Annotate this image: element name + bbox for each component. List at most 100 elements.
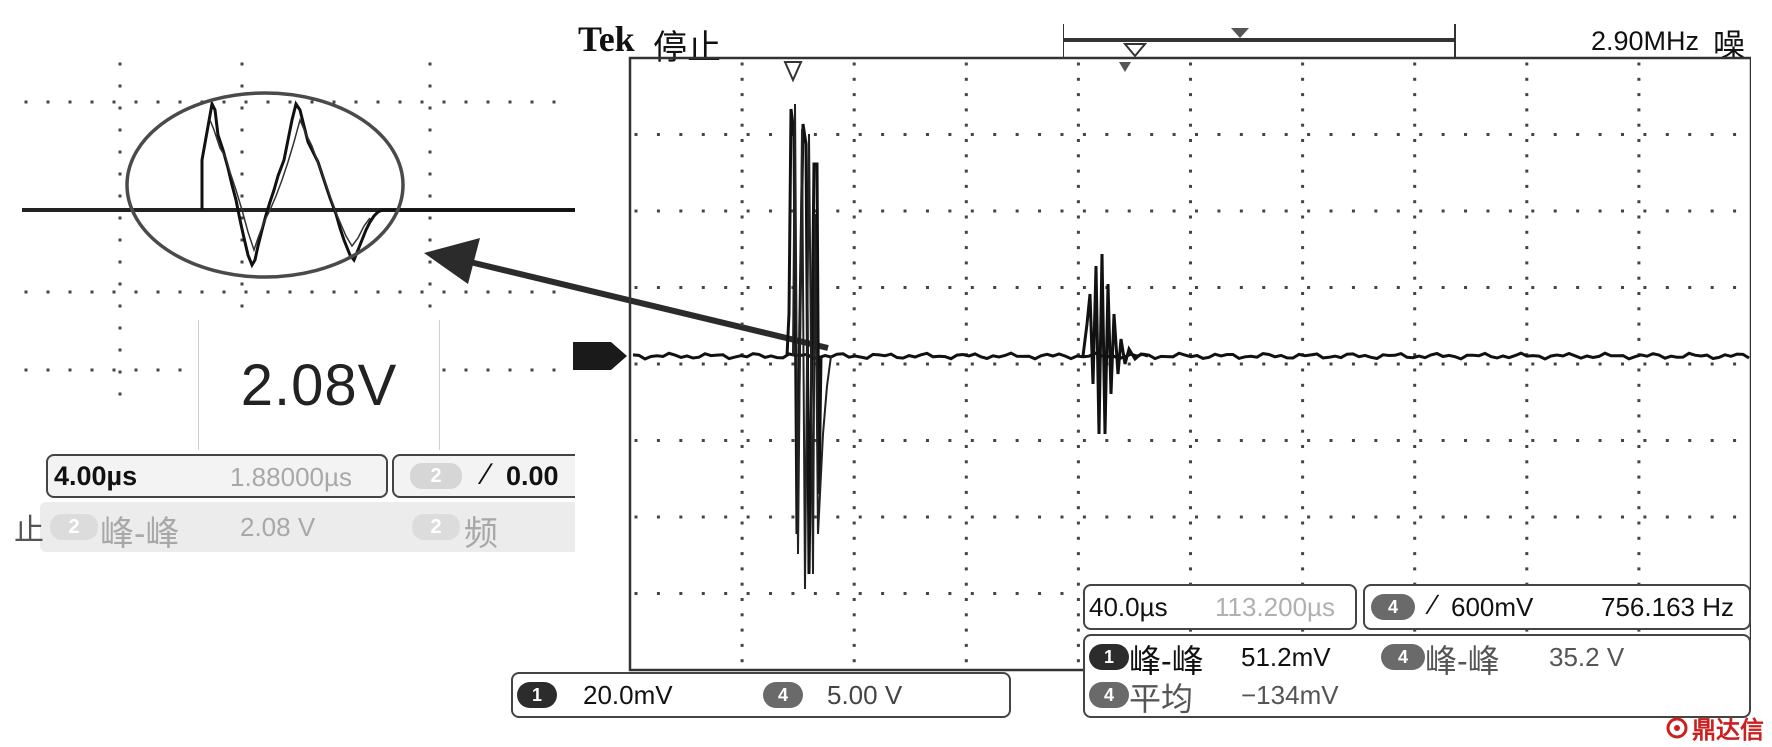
grid-dot: [1643, 362, 1647, 366]
grid-dot: [656, 286, 660, 289]
grid-dot: [1413, 521, 1417, 525]
channel-scale-bar: 1 20.0mV 4 5.00 V: [511, 672, 1011, 718]
grid-dot: [1307, 133, 1311, 136]
grid-dot: [740, 215, 744, 219]
grid-dot: [1413, 93, 1417, 97]
grid-dot: [852, 643, 856, 647]
grid-dot: [852, 200, 856, 204]
record-position-slider[interactable]: [1063, 22, 1463, 62]
grid-dot: [679, 286, 683, 289]
grid-dot: [1486, 515, 1490, 519]
grid-dot: [948, 133, 952, 136]
grid-dot: [1637, 307, 1641, 311]
grid-dot: [679, 362, 683, 366]
grid-dot: [964, 184, 968, 188]
grid-dot: [852, 154, 856, 158]
grid-dot: [791, 209, 795, 213]
grid-dot: [724, 362, 728, 366]
grid-dot: [1710, 515, 1714, 519]
burst-2: [1081, 253, 1149, 435]
grid-dot: [724, 209, 728, 213]
grid-dot: [1076, 200, 1080, 204]
grid-dot: [1598, 439, 1602, 442]
grid-dot: [1076, 628, 1080, 632]
grid-dot: [1665, 133, 1669, 136]
brand-label: Tek: [578, 19, 635, 59]
grid-dot: [1329, 515, 1333, 519]
grid-dot: [1038, 133, 1042, 136]
inset-grid-dot: [90, 368, 94, 372]
grid-dot: [1217, 286, 1221, 289]
grid-dot: [1688, 209, 1692, 213]
inset-grid-dot: [310, 100, 314, 104]
grid-dot: [1076, 62, 1080, 66]
grid-dot: [852, 383, 856, 387]
grid-dot: [852, 215, 856, 219]
zoom-inset: 2.08V 4.00µs 1.88000µs 2 ∕ 0.00 2 峰-峰 2.…: [0, 50, 575, 555]
grid-dot: [1301, 567, 1305, 571]
grid-dot: [1637, 337, 1641, 341]
inset-grid-dot: [46, 368, 50, 372]
grid-dot: [925, 362, 929, 366]
grid-dot: [656, 362, 660, 366]
grid-dot: [1531, 515, 1535, 519]
grid-dot: [993, 133, 997, 136]
grid-dot: [1637, 460, 1641, 464]
grid-dot: [1413, 292, 1417, 295]
grid-dot: [964, 506, 968, 510]
grid-dot: [1525, 215, 1529, 219]
grid-dot: [1637, 429, 1641, 433]
grid-dot: [1396, 439, 1400, 442]
grid-dot: [1076, 93, 1080, 97]
grid-dot: [1413, 460, 1417, 464]
inset-grid-dot: [24, 368, 28, 372]
inset-grid-dot: [134, 100, 138, 104]
rising-edge-icon: ∕: [484, 458, 490, 491]
grid-dot: [852, 337, 856, 341]
grid-dot: [1076, 322, 1080, 326]
grid-dot: [1082, 515, 1086, 519]
grid-dot: [1076, 399, 1080, 403]
grid-dot: [1076, 506, 1080, 510]
grid-dot: [1396, 362, 1400, 366]
grid-dot: [1525, 154, 1529, 158]
grid-dot: [1301, 230, 1305, 234]
grid-dot: [1301, 506, 1305, 510]
inset-grid-dot: [552, 290, 556, 294]
grid-dot: [1598, 362, 1602, 366]
grid-dot: [1301, 368, 1305, 372]
grid-dot: [740, 659, 744, 663]
grid-dot: [964, 399, 968, 403]
grid-dot: [1531, 439, 1535, 442]
grid-dot: [1301, 93, 1305, 97]
ch1-marker-icon: [573, 342, 627, 370]
grid-dot: [1531, 209, 1535, 213]
inset-meas2-name: 频: [464, 515, 498, 553]
grid-dot: [964, 475, 968, 479]
grid-dot: [1127, 133, 1131, 136]
grid-dot: [769, 362, 773, 366]
grid-dot: [1076, 643, 1080, 647]
grid-dot: [740, 184, 744, 188]
grid-dot: [1531, 133, 1535, 136]
grid-dot: [740, 77, 744, 81]
grid-dot: [740, 445, 744, 448]
grid-dot: [656, 592, 660, 595]
grid-dot: [740, 368, 744, 372]
grid-dot: [964, 552, 968, 556]
grid-dot: [964, 62, 968, 66]
inset-grid-dot: [486, 100, 490, 104]
grid-dot: [881, 439, 885, 442]
grid-dot: [1637, 230, 1641, 234]
grid-dot: [852, 582, 856, 586]
grid-dot: [1172, 133, 1176, 136]
grid-dot: [1060, 439, 1064, 442]
grid-dot: [1710, 209, 1714, 213]
grid-dot: [1486, 286, 1490, 289]
grid-dot: [1637, 77, 1641, 81]
grid-dot: [1301, 322, 1305, 326]
grid-dot: [740, 383, 744, 387]
grid-dot: [1301, 337, 1305, 341]
grid-dot: [1301, 399, 1305, 403]
grid-dot: [1195, 209, 1198, 213]
